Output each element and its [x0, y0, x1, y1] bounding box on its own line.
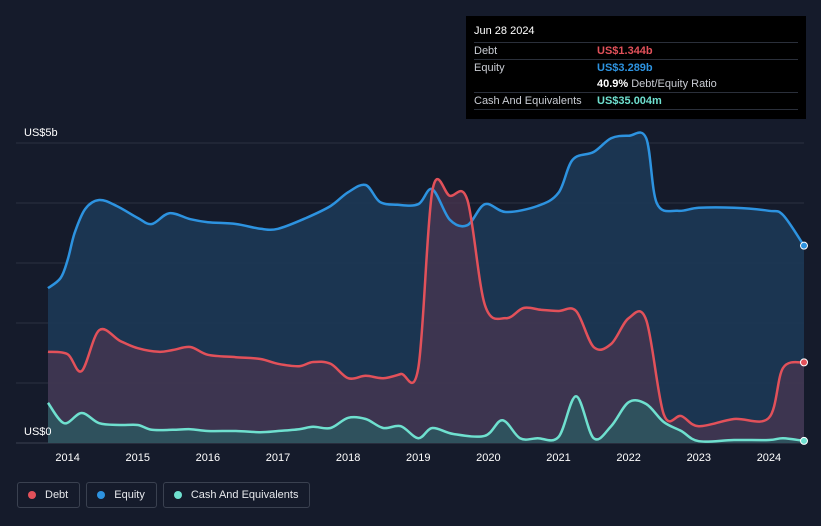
legend-cash-dot [173, 491, 182, 499]
x-tick-label: 2020 [476, 452, 500, 464]
cash-line [46, 394, 805, 443]
tooltip-equity-label: Equity [474, 62, 505, 74]
tooltip-debt-row: Debt US$1.344b [474, 42, 798, 59]
tooltip-equity-value: US$3.289b [597, 62, 653, 74]
debt-line [47, 177, 805, 428]
x-tick-label: 2015 [126, 452, 150, 464]
tooltip-cash-value: US$35.004m [597, 95, 662, 107]
equity-line [47, 131, 806, 290]
legend-debt-label: Debt [45, 489, 69, 501]
tooltip-ratio-value: 40.9% [597, 78, 629, 90]
legend-cash-label: Cash And Equivalents [190, 489, 299, 501]
legend-debt-dot [28, 491, 36, 499]
legend-equity-label: Equity [114, 489, 145, 501]
y-axis-bottom-label: US$0 [24, 426, 52, 438]
legend-cash[interactable]: Cash And Equivalents [162, 482, 311, 508]
chart-legend: Debt Equity Cash And Equivalents [17, 482, 311, 508]
tooltip-debt-value: US$1.344b [597, 45, 653, 57]
x-tick-label: 2016 [196, 452, 220, 464]
x-tick-label: 2022 [616, 452, 640, 464]
debt-end-marker[interactable] [800, 358, 808, 367]
tooltip-ratio-spacer [474, 76, 597, 92]
legend-equity[interactable]: Equity [86, 482, 157, 508]
cash-end-marker[interactable] [800, 436, 808, 445]
x-tick-label: 2017 [266, 452, 290, 464]
tooltip-cash-label: Cash And Equivalents [474, 95, 582, 107]
tooltip-ratio-row: 40.9% Debt/Equity Ratio [474, 76, 798, 92]
tooltip-ratio-label: Debt/Equity Ratio [631, 78, 717, 90]
equity-end-marker[interactable] [800, 241, 808, 250]
x-tick-label: 2023 [687, 452, 711, 464]
x-tick-label: 2021 [546, 452, 570, 464]
x-tick-label: 2018 [336, 452, 360, 464]
legend-equity-dot [97, 491, 106, 499]
x-tick-label: 2014 [55, 452, 79, 464]
y-axis-top-label: US$5b [24, 127, 58, 139]
tooltip-date: Jun 28 2024 [474, 25, 535, 37]
x-tick-label: 2024 [757, 452, 781, 464]
legend-debt[interactable]: Debt [17, 482, 81, 508]
tooltip-equity-row: Equity US$3.289b [474, 59, 798, 76]
x-tick-label: 2019 [406, 452, 430, 464]
debt-area [48, 179, 804, 444]
tooltip-debt-label: Debt [474, 45, 498, 57]
tooltip-cash-row: Cash And Equivalents US$35.004m [474, 92, 798, 110]
chart-tooltip: Jun 28 2024 Debt US$1.344b Equity US$3.2… [466, 16, 806, 119]
